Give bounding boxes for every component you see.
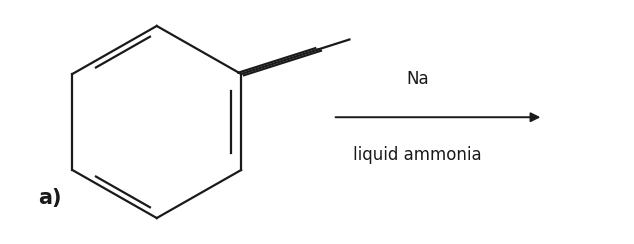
Text: liquid ammonia: liquid ammonia: [353, 146, 482, 164]
Text: Na: Na: [406, 70, 429, 88]
Text: a): a): [38, 188, 61, 208]
